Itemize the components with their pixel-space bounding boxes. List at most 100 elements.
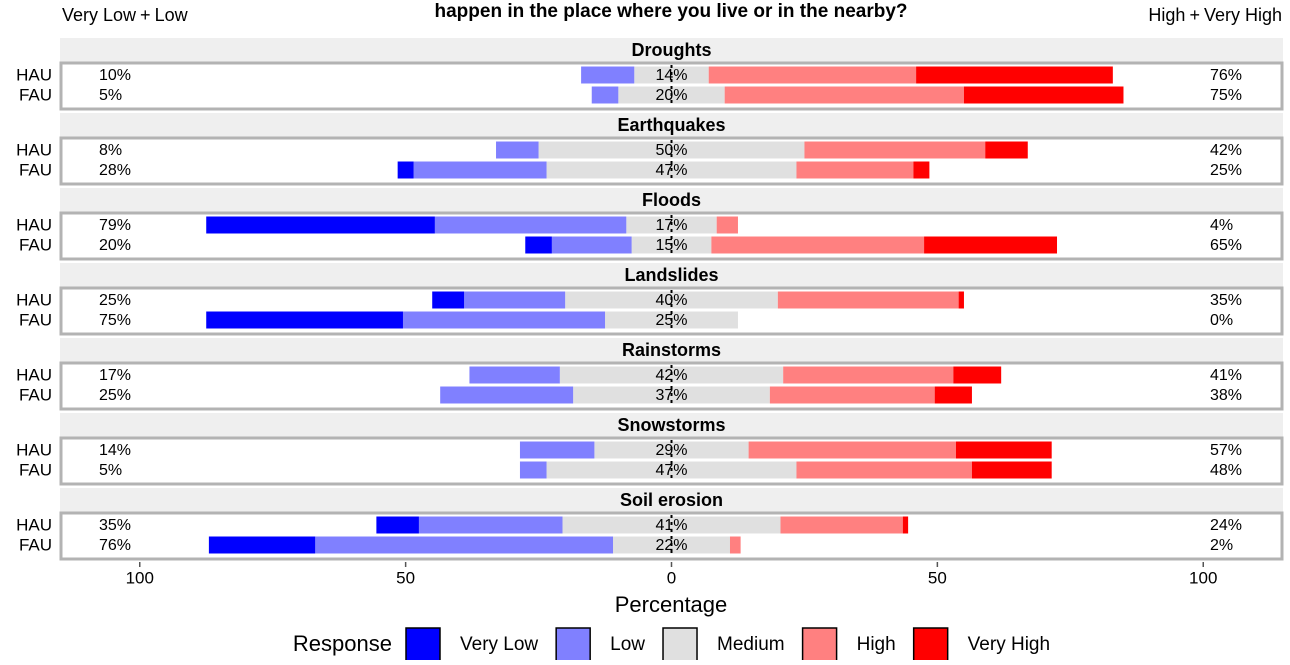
legend-swatch: [555, 627, 591, 663]
left-total-label: 28%: [99, 162, 131, 179]
group-label: HAU: [16, 290, 52, 309]
bar-segment: [913, 161, 930, 179]
x-tick-label: 0: [667, 568, 676, 587]
left-total-label: 14%: [99, 442, 131, 459]
bar-segment: [902, 516, 909, 534]
center-label: 42%: [655, 367, 687, 384]
bar-segment: [796, 161, 914, 179]
legend-swatch: [662, 627, 698, 663]
group-label: HAU: [16, 440, 52, 459]
bar-segment: [783, 366, 954, 384]
bar-segment: [376, 516, 419, 534]
right-total-label: 41%: [1210, 367, 1242, 384]
bar-segment: [418, 516, 563, 534]
bar-segment: [206, 216, 435, 234]
facet-strip: [60, 488, 1283, 512]
left-total-label: 76%: [99, 537, 131, 554]
group-label: FAU: [19, 460, 52, 479]
bar-segment: [724, 86, 964, 104]
bar-segment: [729, 536, 741, 554]
bar-segment: [519, 461, 547, 479]
left-total-label: 25%: [99, 387, 131, 404]
bar-segment: [963, 86, 1124, 104]
right-total-label: 0%: [1210, 312, 1233, 329]
bar-segment: [413, 161, 547, 179]
legend-label: Very Low: [460, 634, 538, 655]
left-total-label: 17%: [99, 367, 131, 384]
right-total-label: 48%: [1210, 462, 1242, 479]
right-total-label: 25%: [1210, 162, 1242, 179]
bar-segment: [769, 386, 935, 404]
group-label: HAU: [16, 140, 52, 159]
bar-segment: [206, 311, 403, 329]
bar-segment: [434, 216, 627, 234]
facet-title: Landslides: [624, 265, 718, 285]
right-total-label: 75%: [1210, 87, 1242, 104]
bar-segment: [748, 441, 956, 459]
bar-segment: [525, 236, 552, 254]
center-label: 50%: [655, 142, 687, 159]
summary-legend-text: Very High: [1204, 5, 1282, 25]
facet-title: Earthquakes: [617, 115, 725, 135]
bar-segment: [958, 291, 964, 309]
legend-title: Response: [293, 631, 392, 656]
bar-segment: [953, 366, 1002, 384]
right-total-label: 35%: [1210, 292, 1242, 309]
left-total-label: 10%: [99, 67, 131, 84]
bar-segment: [708, 66, 917, 84]
facet-strip: [60, 413, 1283, 437]
facet-title: Rainstorms: [622, 340, 721, 360]
group-label: HAU: [16, 215, 52, 234]
summary-legend-text: +: [1189, 5, 1200, 25]
summary-legend-text: High: [1148, 5, 1185, 25]
left-total-label: 5%: [99, 87, 122, 104]
facet-title: Droughts: [632, 40, 712, 60]
legend-label: Low: [610, 634, 645, 655]
group-label: HAU: [16, 65, 52, 84]
facet-title: Snowstorms: [617, 415, 725, 435]
group-label: HAU: [16, 365, 52, 384]
right-total-label: 65%: [1210, 237, 1242, 254]
legend-label: Very High: [968, 634, 1050, 655]
bar-segment: [551, 236, 632, 254]
facet-title: Soil erosion: [620, 490, 723, 510]
bar-segment: [777, 291, 959, 309]
bar-segment: [440, 386, 574, 404]
bar-segment: [315, 536, 614, 554]
bar-segment: [469, 366, 560, 384]
bar-segment: [519, 441, 595, 459]
group-label: FAU: [19, 235, 52, 254]
bar-segment: [581, 66, 635, 84]
bar-segment: [971, 461, 1052, 479]
bar-segment: [464, 291, 566, 309]
bar-segment: [985, 141, 1028, 159]
legend-swatch: [912, 627, 949, 663]
facet-strip: [60, 188, 1283, 212]
left-total-label: 79%: [99, 217, 131, 234]
right-total-label: 2%: [1210, 537, 1233, 554]
right-total-label: 4%: [1210, 217, 1233, 234]
group-label: FAU: [19, 160, 52, 179]
legend-swatch: [801, 627, 838, 663]
right-total-label: 24%: [1210, 517, 1242, 534]
center-label: 41%: [655, 517, 687, 534]
facet-strip: [60, 113, 1283, 137]
center-label: 17%: [655, 217, 687, 234]
bar-segment: [716, 216, 738, 234]
chart-title: happen in the place where you live or in…: [435, 1, 908, 22]
left-total-label: 20%: [99, 237, 131, 254]
center-label: 29%: [655, 442, 687, 459]
summary-legend-text: Very Low: [62, 5, 137, 25]
bar-segment: [916, 66, 1113, 84]
left-total-label: 5%: [99, 462, 122, 479]
left-total-label: 75%: [99, 312, 131, 329]
legend-label: Medium: [717, 634, 785, 655]
legend-swatch: [405, 627, 441, 663]
bar-segment: [591, 86, 619, 104]
left-total-label: 35%: [99, 517, 131, 534]
bar-segment: [934, 386, 972, 404]
legend-label: High: [857, 634, 896, 655]
bar-segment: [955, 441, 1052, 459]
